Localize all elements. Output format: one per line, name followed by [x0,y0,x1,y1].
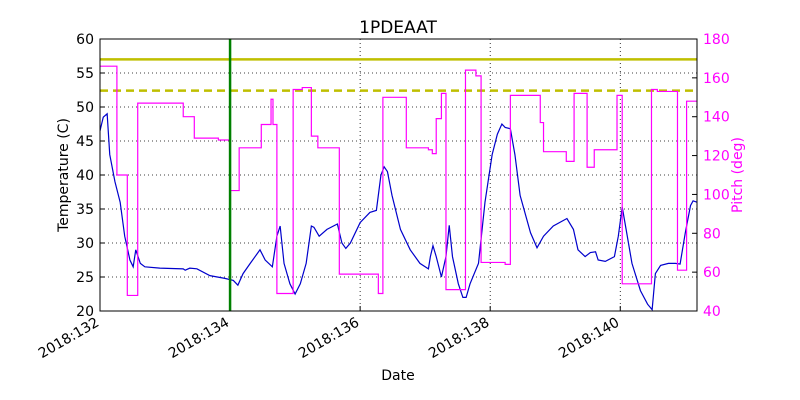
y-tick-label: 45 [76,134,94,150]
y-tick-label: 60 [76,32,94,48]
y-tick-label: 35 [76,202,94,218]
y2-axis-label: Pitch (deg) [730,137,746,213]
y-axis-label: Temperature (C) [56,118,72,233]
plot-area [100,39,697,311]
y2-tick-label: 60 [703,265,721,281]
y-tick-label: 30 [76,236,94,252]
plot-frame [99,38,698,312]
series-line [100,65,697,297]
y-tick-label: 50 [76,100,94,116]
x-tick-label: 2018:136 [296,315,362,362]
x-tick-label: 2018:140 [556,315,622,362]
y2-tick-label: 160 [703,71,730,87]
x-axis-label: Date [381,368,414,384]
y-tick-label: 25 [76,270,94,286]
y-tick-label: 55 [76,66,94,82]
y2-tick-label: 180 [703,32,730,48]
x-tick-label: 2018:134 [166,315,232,362]
y2-tick-label: 100 [703,187,730,203]
y-tick-label: 40 [76,168,94,184]
y2-tick-label: 120 [703,149,730,165]
y2-tick-label: 140 [703,110,730,126]
x-tick-label: 2018:138 [426,315,492,362]
chart-title: 1PDEAAT [359,18,437,38]
y2-tick-label: 40 [703,304,721,320]
y-tick-label: 20 [76,304,94,320]
series-line [100,112,697,311]
x-tick-label: 2018:132 [36,315,102,362]
y2-tick-label: 80 [703,226,721,242]
